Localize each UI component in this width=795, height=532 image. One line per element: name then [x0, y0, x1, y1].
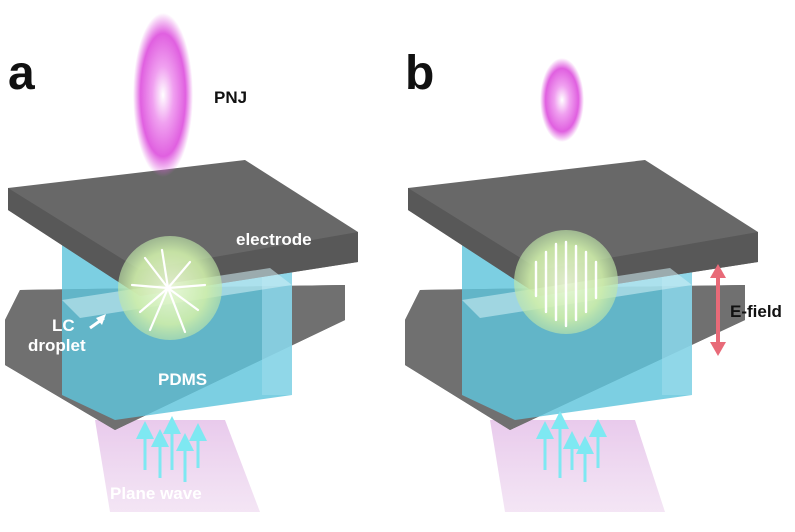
droplet-label-line2: droplet — [28, 336, 86, 355]
pdms-label: PDMS — [158, 370, 208, 389]
droplet-label-line1: LC — [52, 316, 75, 335]
incident-arrows — [136, 416, 207, 482]
plane-wave-source — [490, 420, 665, 512]
pnj-jet — [133, 13, 193, 177]
panel-label-b: b — [405, 47, 435, 100]
electrode-label: electrode — [236, 230, 312, 249]
panel-a — [5, 13, 358, 512]
panel-label-a: a — [8, 47, 35, 100]
pnj-spot — [540, 58, 584, 142]
random-lc-directors — [130, 248, 207, 334]
plane-wave-label: Plane wave — [110, 484, 202, 503]
aligned-lc-directors — [534, 240, 598, 328]
panel-b — [405, 58, 758, 512]
efield-label: E-field — [730, 302, 782, 321]
incident-arrows — [536, 411, 607, 482]
plane-wave-source — [95, 420, 260, 512]
pnj-label: PNJ — [214, 88, 248, 107]
efield-arrow — [710, 264, 726, 356]
